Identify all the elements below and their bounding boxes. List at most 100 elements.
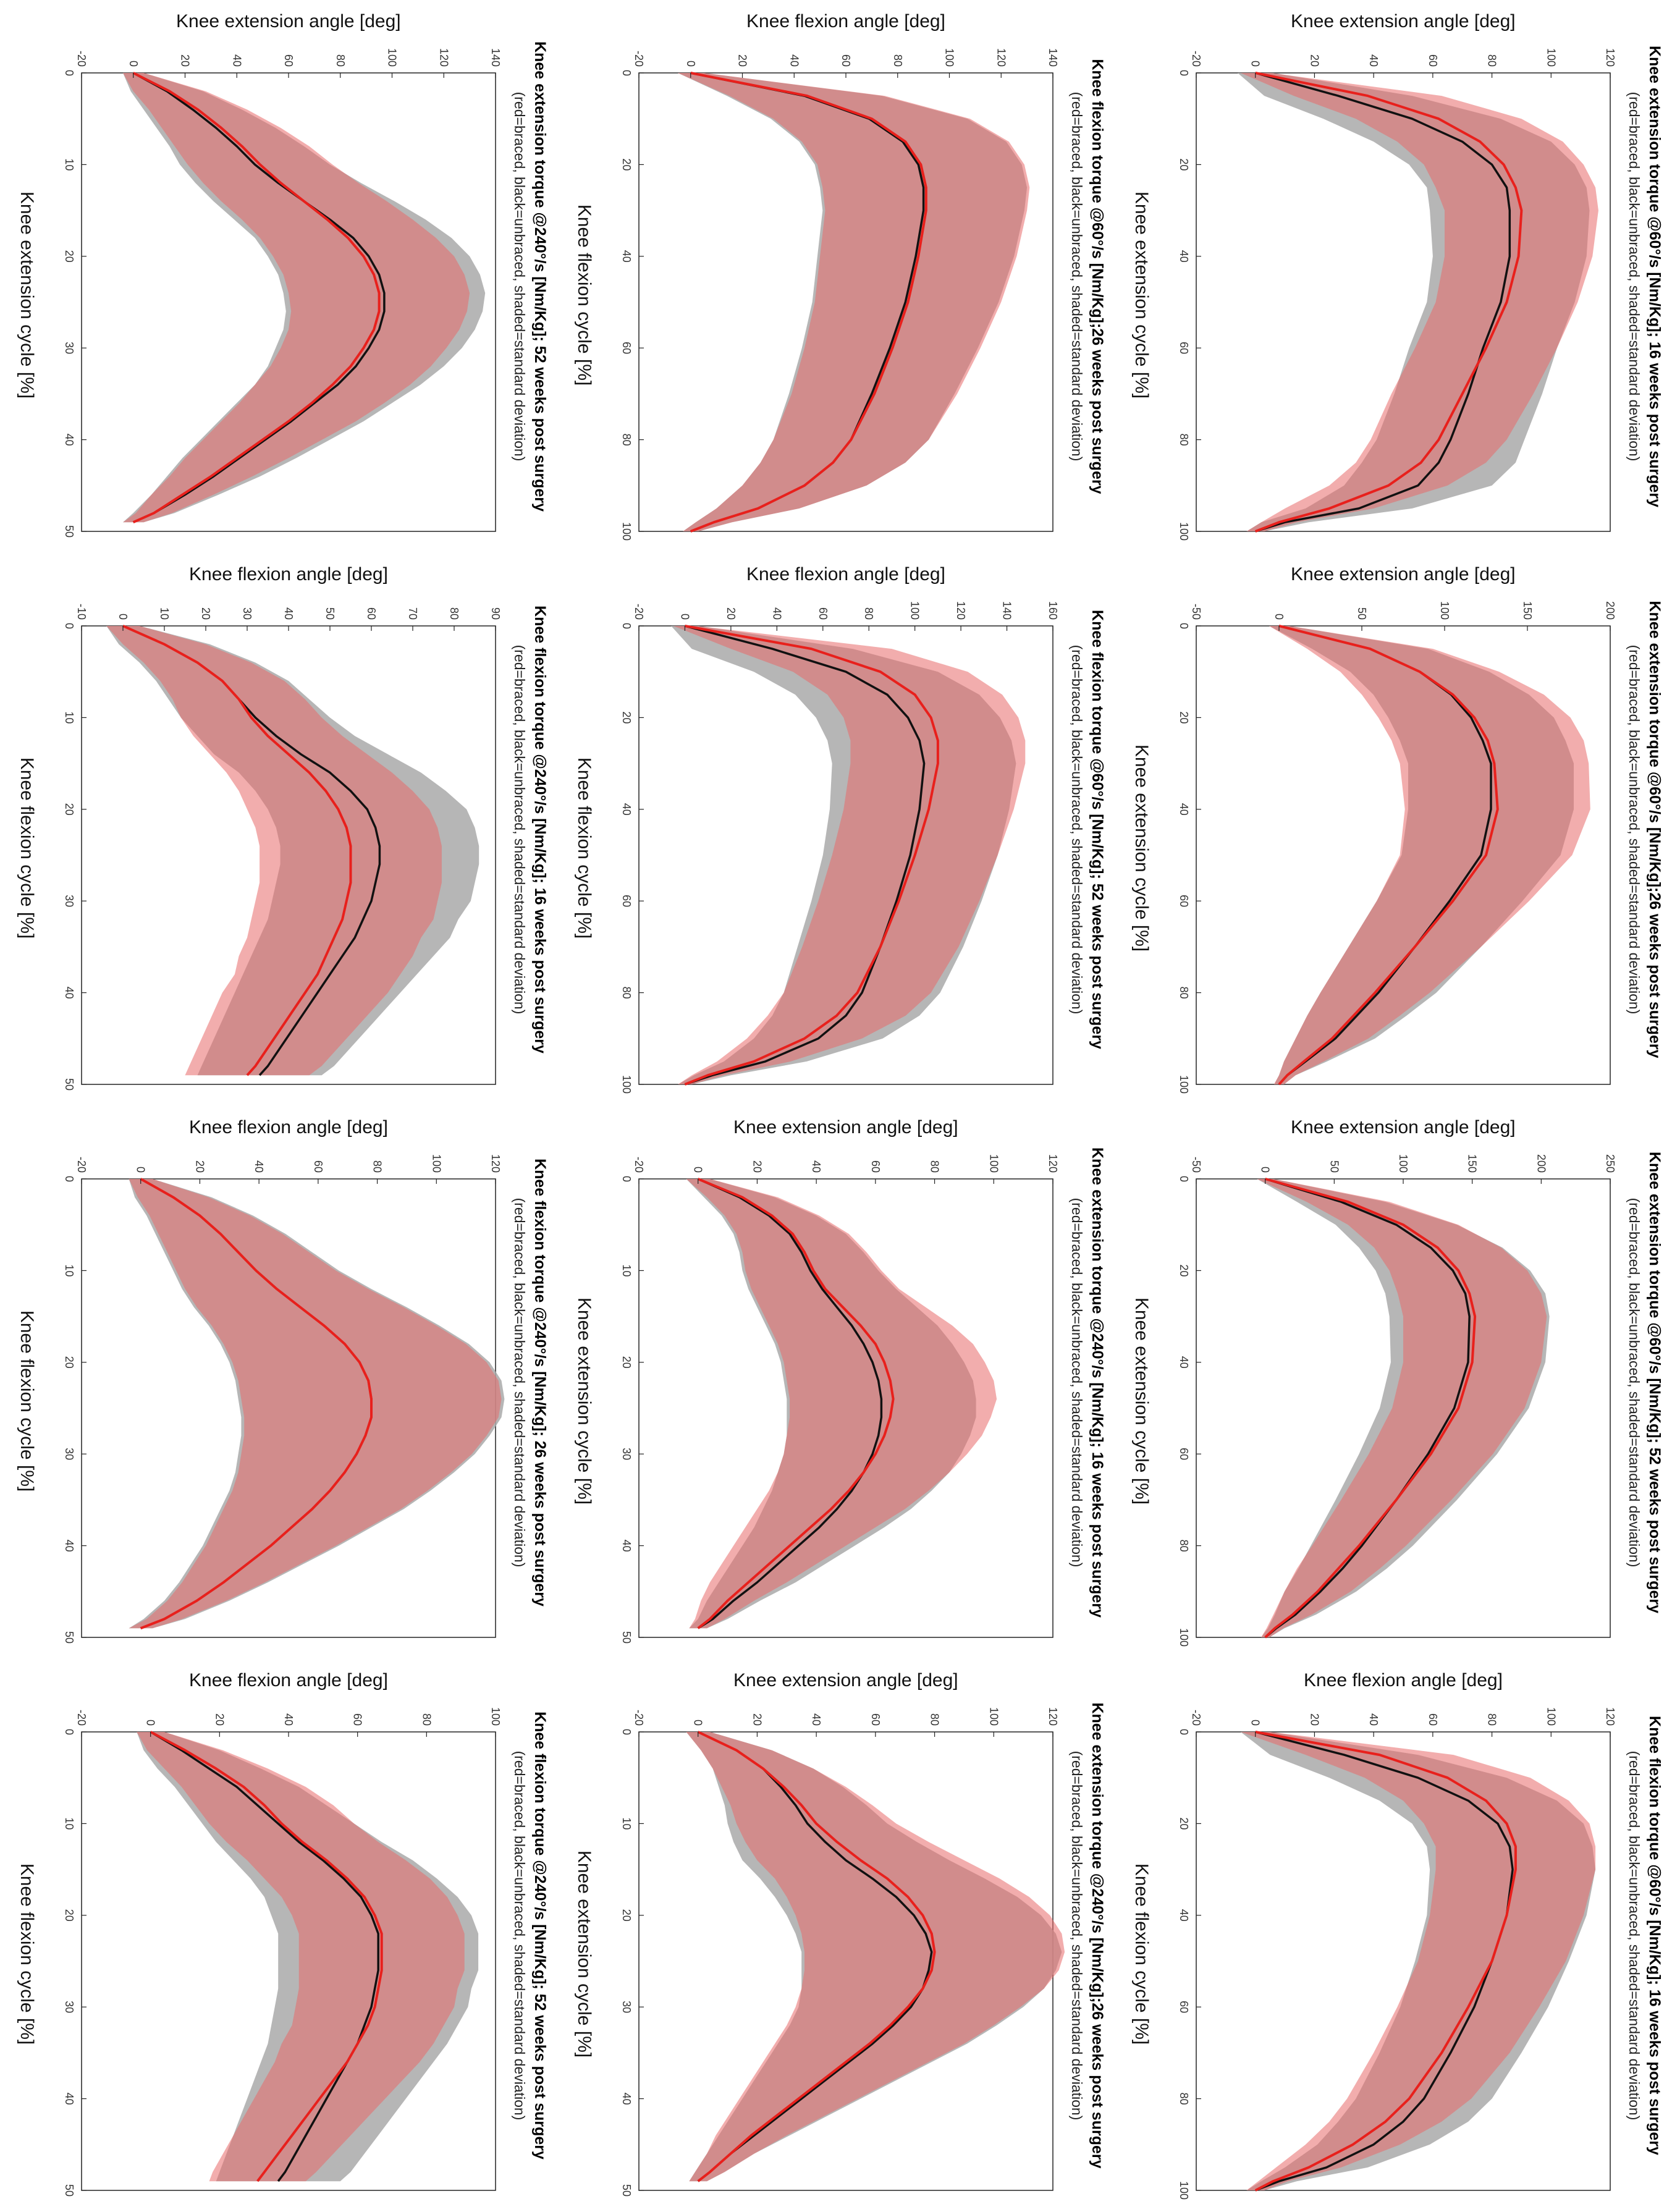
x-axis-label: Knee flexion cycle [%] xyxy=(574,757,594,939)
y-tick-label: 120 xyxy=(1047,1707,1059,1726)
x-axis-label: Knee flexion cycle [%] xyxy=(17,1863,37,2045)
x-axis-label: Knee flexion cycle [%] xyxy=(1131,1863,1152,2045)
braced-mean-line xyxy=(1264,1178,1477,1639)
y-tick-label: 40 xyxy=(810,1713,822,1726)
x-tick-label: 20 xyxy=(620,1909,633,1922)
x-axis-label: Knee extension cycle [%] xyxy=(574,1297,594,1505)
x-tick-label: 20 xyxy=(63,250,75,263)
y-tick-label: 100 xyxy=(909,601,921,620)
x-tick-label: 100 xyxy=(1178,1628,1190,1647)
y-tick-label: 40 xyxy=(253,1160,265,1173)
y-tick-label: 80 xyxy=(420,1713,433,1726)
y-tick-label: 20 xyxy=(200,607,212,620)
y-tick-label: 100 xyxy=(1545,48,1557,67)
x-tick-label: 20 xyxy=(1178,711,1190,724)
x-tick-label: 40 xyxy=(1178,1356,1190,1369)
y-tick-label: 80 xyxy=(334,54,347,67)
y-tick-label: 40 xyxy=(788,54,800,67)
y-tick-label: 0 xyxy=(678,614,691,620)
x-axis-label: Knee flexion cycle [%] xyxy=(17,757,37,939)
x-tick-label: 60 xyxy=(1178,342,1190,354)
braced-sd-band xyxy=(129,1179,502,1629)
x-tick-label: 20 xyxy=(620,158,633,171)
x-tick-label: 60 xyxy=(1178,1448,1190,1460)
y-tick-label: 0 xyxy=(685,61,697,67)
braced-sd-band xyxy=(686,1732,1065,2182)
y-tick-label: 60 xyxy=(817,607,829,620)
unbraced-mean-line xyxy=(697,1731,933,2182)
chart-panel: Knee flexion torque @60°/s [Nm/Kg]; 16 w… xyxy=(1115,1659,1672,2212)
y-tick-label: 20 xyxy=(1308,1713,1320,1726)
x-tick-label: 40 xyxy=(63,1540,75,1552)
y-tick-label: 100 xyxy=(430,1154,442,1173)
y-tick-label: 0 xyxy=(692,1720,704,1726)
x-tick-label: 40 xyxy=(63,987,75,999)
y-tick-label: 0 xyxy=(135,1167,147,1173)
y-tick-label: 60 xyxy=(1427,1713,1439,1726)
y-tick-label: 50 xyxy=(1328,1160,1340,1173)
y-tick-label: 70 xyxy=(407,607,419,620)
y-tick-label: 0 xyxy=(1273,614,1285,620)
y-tick-label: 50 xyxy=(324,607,336,620)
y-axis-label: Knee extension angle [deg] xyxy=(176,11,401,32)
unbraced-mean-line xyxy=(697,1178,883,1629)
x-tick-label: 0 xyxy=(620,70,633,76)
x-tick-label: 40 xyxy=(620,1540,633,1552)
y-tick-label: 60 xyxy=(869,1160,882,1173)
y-tick-label: -20 xyxy=(633,1157,645,1173)
y-tick-label: -20 xyxy=(75,1710,88,1726)
x-tick-label: 20 xyxy=(1178,1264,1190,1277)
braced-sd-band xyxy=(106,626,442,1076)
x-axis-label: Knee flexion cycle [%] xyxy=(574,204,594,386)
y-axis-label: Knee flexion angle [deg] xyxy=(189,564,388,585)
x-tick-label: 10 xyxy=(63,158,75,171)
y-axis-label: Knee flexion angle [deg] xyxy=(746,11,945,32)
y-tick-label: 160 xyxy=(1047,601,1059,620)
y-tick-label: 100 xyxy=(1545,1707,1557,1726)
braced-sd-band xyxy=(137,1732,465,2182)
braced-sd-band xyxy=(677,73,1030,531)
y-tick-label: 60 xyxy=(840,54,852,67)
y-tick-label: 0 xyxy=(127,61,140,67)
braced-mean-line xyxy=(122,625,352,1076)
x-axis-label: Knee flexion cycle [%] xyxy=(17,1310,37,1492)
x-tick-label: 0 xyxy=(63,70,75,76)
x-tick-label: 10 xyxy=(620,1264,633,1277)
y-axis-label: Knee extension angle [deg] xyxy=(733,1117,958,1138)
braced-mean-line xyxy=(684,625,939,1086)
y-tick-label: 150 xyxy=(1521,601,1534,620)
y-axis-label: Knee extension angle [deg] xyxy=(1291,564,1516,585)
y-tick-label: 60 xyxy=(312,1160,324,1173)
braced-mean-line xyxy=(132,72,381,524)
y-axis-label: Knee extension angle [deg] xyxy=(1291,1117,1516,1138)
chart-panel: Knee flexion torque @240°/s [Nm/Kg]; 26 … xyxy=(0,1106,557,1659)
x-tick-label: 30 xyxy=(63,2001,75,2013)
y-tick-label: 120 xyxy=(995,48,1007,67)
y-tick-label: 40 xyxy=(771,607,783,620)
braced-mean-line xyxy=(140,1178,373,1630)
unbraced-mean-line xyxy=(1264,1178,1471,1639)
x-axis-label: Knee extension cycle [%] xyxy=(17,191,37,399)
y-tick-label: 50 xyxy=(1356,607,1368,620)
y-tick-label: 80 xyxy=(892,54,904,67)
y-tick-label: 40 xyxy=(282,1713,295,1726)
y-tick-label: 100 xyxy=(944,48,956,67)
x-tick-label: 20 xyxy=(63,803,75,816)
x-tick-label: 40 xyxy=(1178,803,1190,816)
braced-sd-band xyxy=(1240,73,1598,531)
x-tick-label: 100 xyxy=(1178,2181,1190,2200)
braced-mean-line xyxy=(1254,1731,1517,2192)
x-tick-label: 30 xyxy=(620,1448,633,1460)
y-tick-label: 40 xyxy=(1367,1713,1380,1726)
chart-panel: Knee extension torque @60°/s [Nm/Kg];26 … xyxy=(1115,553,1672,1106)
y-tick-label: 80 xyxy=(1486,1713,1498,1726)
x-tick-label: 30 xyxy=(63,1448,75,1460)
y-tick-label: 20 xyxy=(737,54,749,67)
x-axis-label: Knee extension cycle [%] xyxy=(1131,744,1152,952)
y-tick-label: 60 xyxy=(282,54,295,67)
braced-mean-line xyxy=(1278,625,1499,1086)
x-tick-label: 0 xyxy=(1178,623,1190,629)
